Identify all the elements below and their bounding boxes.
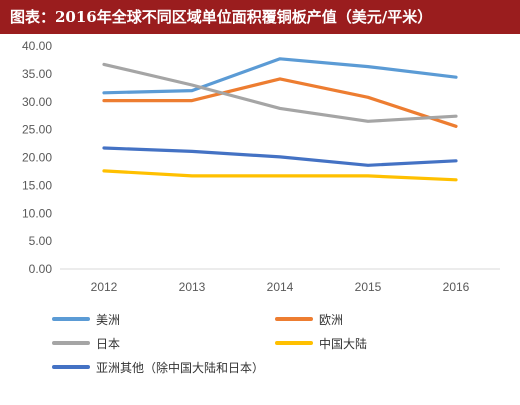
legend-label-other-asia: 亚洲其他（除中国大陆和日本）: [96, 360, 265, 375]
legend-item-americas: 美洲: [52, 311, 120, 327]
legend-item-mainland-china: 中国大陆: [275, 335, 367, 351]
x-tick-label: 2014: [267, 280, 294, 294]
y-tick-label: 30.00: [22, 95, 52, 109]
legend-item-europe: 欧洲: [275, 311, 343, 327]
x-tick-label: 2012: [91, 280, 118, 294]
y-tick-label: 10.00: [22, 206, 52, 220]
legend: 美洲 欧洲 日本 中国大陆 亚洲其他（除中国大陆和日本）: [0, 305, 520, 395]
series-line-0: [102, 57, 458, 95]
y-tick-label: 5.00: [29, 234, 53, 248]
legend-swatch-japan: [52, 341, 90, 345]
legend-swatch-other-asia: [52, 365, 90, 369]
y-tick-label: 25.00: [22, 123, 52, 137]
legend-label-europe: 欧洲: [319, 312, 344, 327]
chart-title: 图表：2016年全球不同区域单位面积覆铜板产值（美元/平米）: [0, 0, 520, 34]
line-chart: 0.00 5.00 10.00 15.00 20.00 25.00 30.00 35.00 40…: [22, 39, 500, 294]
y-tick-label: 0.00: [29, 262, 53, 276]
y-axis: 0.00 5.00 10.00 15.00 20.00 25.00 30.00 35.00 40…: [22, 39, 52, 276]
y-tick-label: 40.00: [22, 39, 52, 53]
legend-label-mainland-china: 中国大陆: [319, 336, 368, 351]
series-line-1: [102, 77, 458, 128]
y-tick-label: 35.00: [22, 67, 52, 81]
legend-swatch-americas: [52, 317, 90, 321]
legend-label-japan: 日本: [96, 336, 121, 351]
series-line-4: [102, 146, 458, 167]
legend-label-americas: 美洲: [96, 312, 121, 327]
x-tick-label: 2015: [355, 280, 382, 294]
y-tick-label: 15.00: [22, 178, 52, 192]
series-line-2: [102, 62, 458, 123]
x-axis: 2012 2013 2014 2015 2016: [60, 268, 500, 294]
legend-swatch-europe: [275, 317, 313, 321]
series-lines: [102, 57, 458, 182]
x-tick-label: 2016: [443, 280, 470, 294]
legend-item-japan: 日本: [52, 335, 120, 351]
y-tick-label: 20.00: [22, 151, 52, 165]
legend-swatch-mainland-china: [275, 341, 313, 345]
x-tick-label: 2013: [179, 280, 206, 294]
series-line-3: [102, 169, 458, 182]
legend-item-other-asia: 亚洲其他（除中国大陆和日本）: [52, 359, 264, 375]
